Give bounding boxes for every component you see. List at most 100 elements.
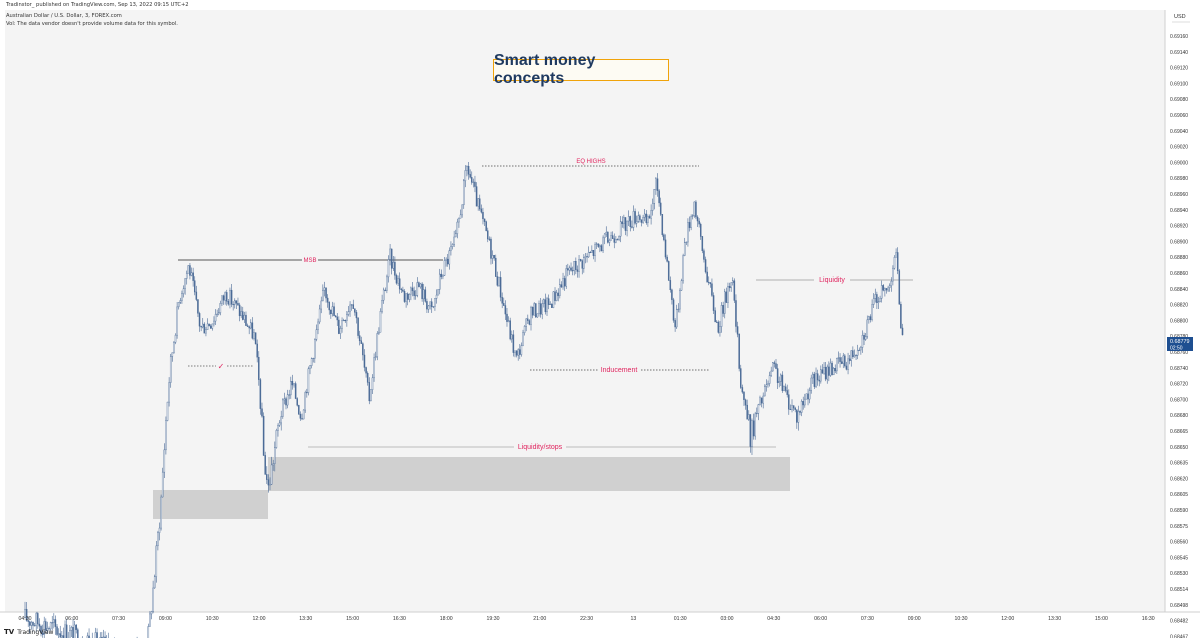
candle-body [567,268,569,271]
candle-body [254,332,257,345]
candle-body [895,252,897,258]
candle-body [181,293,183,301]
candle-body [88,635,90,638]
liquidity-stops-label: Liquidity/stops [518,444,563,451]
candle-body [166,401,169,421]
candle-body [592,249,595,256]
candle-body [77,629,79,638]
candle-body [65,624,68,638]
candle-body [360,340,363,344]
candle-body [382,289,385,301]
y-tick-label: 0.68575 [1170,524,1188,530]
candle-body [467,166,470,175]
y-tick-label: 0.68980 [1170,176,1188,182]
candle-body [512,334,515,353]
candle-body [719,326,721,333]
candle-body [411,287,414,292]
candles-group [24,162,904,638]
candle-body [416,282,419,296]
candle-body [378,332,380,334]
candle-body [318,308,321,323]
candle-body [488,238,491,240]
candle-body [656,178,659,191]
candle-body [182,288,185,294]
candle-body [498,277,500,286]
candle-body [573,261,575,271]
candle-body [607,231,609,243]
candle-body [291,381,294,386]
candle-body [863,335,865,340]
candle-body [248,326,250,329]
candle-body [386,276,388,291]
candle-body [177,302,180,308]
candle-body [245,314,247,326]
candle-body [432,306,435,308]
candle-body [266,474,268,480]
y-tick-label: 0.68960 [1170,192,1188,198]
x-tick-label: 06:00 [814,616,827,622]
candle-body [725,291,728,303]
candle-body [40,626,42,634]
currency-label: USD [1174,14,1186,20]
candle-body [406,293,409,300]
candle-body [695,201,697,218]
candle-body [206,323,209,330]
candle-body [275,430,278,448]
candle-body [149,613,151,627]
candle-body [570,267,572,271]
candle-body [410,287,412,295]
candle-body [853,354,856,358]
y-tick-label: 0.68635 [1170,461,1188,467]
candle-body [339,328,342,334]
candle-body [493,254,495,259]
candle-body [741,387,744,393]
candle-body [333,306,335,317]
candle-body [169,356,172,383]
candle-body [213,320,215,325]
candle-body [664,239,667,258]
candle-body [896,252,899,272]
candle-body [555,292,558,301]
candle-body [754,413,756,437]
candle-body [504,305,507,315]
candle-body [216,313,218,315]
candle-body [855,354,857,356]
candle-body [579,259,582,261]
candle-body [426,301,428,310]
candle-body [509,320,511,340]
countdown-value: 02:50 [1170,346,1183,352]
candle-body [198,313,201,327]
x-tick-label: 16:30 [393,616,406,622]
candle-body [885,288,888,291]
candle-body [474,181,476,187]
candle-body [699,223,702,237]
candle-body [48,628,50,630]
candle-body [251,322,254,339]
candle-body [608,239,611,243]
candle-body [222,295,225,301]
candle-body [722,305,724,314]
candle-body [235,300,238,304]
candle-body [312,357,314,359]
candle-body [163,449,166,473]
candle-body [495,257,497,277]
candle-body [491,254,494,259]
candle-body [104,636,106,638]
candle-body [346,314,348,321]
candle-body [160,496,162,529]
candle-body [880,285,883,299]
candle-body [355,312,358,319]
x-tick-label: 12:00 [253,616,266,622]
candle-body [898,270,901,305]
candle-body [43,621,45,635]
candle-body [394,261,396,276]
candle-body [264,455,266,475]
candle-body [717,321,720,333]
y-tick-label: 0.69100 [1170,81,1188,87]
candle-body [621,221,624,224]
checkmark-label: ✓ [218,362,225,371]
candle-body [659,202,662,215]
candle-body [619,221,622,237]
y-tick-label: 0.68560 [1170,540,1188,546]
